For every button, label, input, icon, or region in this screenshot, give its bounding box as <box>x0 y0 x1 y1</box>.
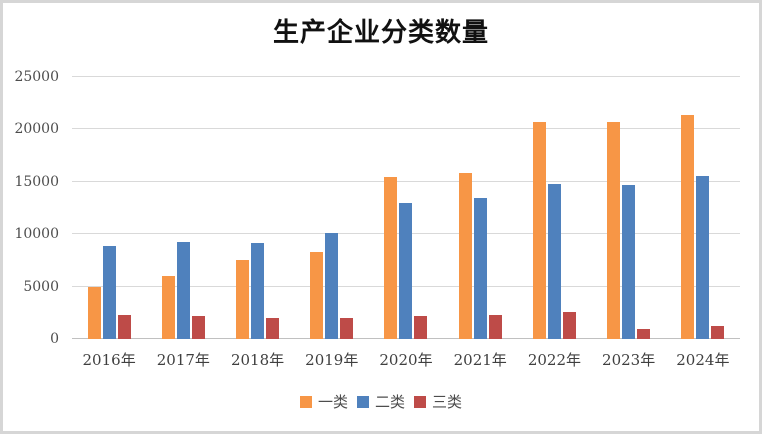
x-tick-label: 2016年 <box>82 351 136 369</box>
bar-一类-2023年 <box>607 122 621 339</box>
y-tick-label: 25000 <box>14 69 59 85</box>
y-tick-label: 15000 <box>14 173 59 190</box>
y-tick-label: 5000 <box>23 278 59 295</box>
bar-一类-2017年 <box>161 276 175 339</box>
x-tick-label: 2021年 <box>453 351 507 369</box>
chart-title: 生产企业分类数量 <box>272 18 489 48</box>
bar-二类-2021年 <box>473 197 487 339</box>
bar-一类-2016年 <box>87 286 101 339</box>
y-tick-label: 0 <box>50 331 59 347</box>
bar-三类-2021年 <box>488 314 502 339</box>
bar-二类-2022年 <box>547 183 561 339</box>
bar-三类-2016年 <box>117 314 131 339</box>
bar-一类-2024年 <box>681 114 695 339</box>
bar-一类-2018年 <box>236 260 250 339</box>
x-tick-label: 2023年 <box>602 351 656 369</box>
bar-group-2020年 <box>369 77 443 339</box>
bar-group-2024年 <box>666 77 740 339</box>
bar-三类-2020年 <box>414 315 428 339</box>
gridline <box>72 76 740 77</box>
legend-label: 三类 <box>432 393 463 411</box>
legend-swatch-icon <box>356 395 369 408</box>
plot-bars <box>72 77 740 339</box>
bar-二类-2017年 <box>176 241 190 339</box>
bar-二类-2024年 <box>696 175 710 339</box>
bar-一类-2022年 <box>532 122 546 339</box>
x-tick-label: 2018年 <box>230 351 285 369</box>
bar-三类-2019年 <box>340 318 354 339</box>
legend-label: 二类 <box>374 393 405 411</box>
bar-group-2018年 <box>220 77 294 339</box>
bar-三类-2017年 <box>191 315 205 339</box>
legend-item-二类: 二类 <box>356 391 405 412</box>
y-axis-labels: 0 5000 10000 15000 20000 25000 <box>3 70 63 346</box>
bar-二类-2023年 <box>622 184 636 339</box>
bar-一类-2021年 <box>458 173 472 339</box>
bar-group-2022年 <box>517 77 591 339</box>
bar-group-2023年 <box>592 77 666 339</box>
bar-一类-2019年 <box>310 252 324 339</box>
x-axis-labels: 2016年 2017年 2018年 2019年 2020年 2021年 2022年 2023年… <box>72 349 740 370</box>
legend: 一类 二类 三类 <box>3 391 759 412</box>
bar-group-2016年 <box>72 77 146 339</box>
bar-二类-2019年 <box>325 233 339 339</box>
x-tick-label: 2022年 <box>527 351 582 369</box>
bar-group-2017年 <box>146 77 220 339</box>
bar-三类-2024年 <box>711 326 725 339</box>
x-tick-label: 2024年 <box>676 351 730 369</box>
legend-label: 一类 <box>317 393 348 411</box>
legend-swatch-icon <box>299 395 312 408</box>
bar-三类-2022年 <box>562 311 576 339</box>
legend-item-一类: 一类 <box>299 391 348 412</box>
bar-三类-2018年 <box>266 318 280 339</box>
legend-swatch-icon <box>414 395 426 408</box>
x-tick-label: 2019年 <box>305 351 359 369</box>
y-tick-label: 20000 <box>14 121 59 138</box>
bar-一类-2020年 <box>384 176 398 339</box>
bar-三类-2023年 <box>637 328 651 339</box>
bar-group-2021年 <box>443 77 517 339</box>
plot-area <box>72 76 740 339</box>
bar-二类-2016年 <box>102 245 116 339</box>
bar-二类-2020年 <box>399 202 413 339</box>
y-tick-label: 10000 <box>14 226 59 243</box>
x-tick-label: 2017年 <box>156 351 210 369</box>
bar-二类-2018年 <box>251 242 265 339</box>
gridline <box>72 128 740 130</box>
gridline <box>72 180 740 182</box>
legend-item-三类: 三类 <box>414 391 462 412</box>
x-tick-label: 2020年 <box>379 351 433 369</box>
bar-group-2019年 <box>295 77 369 339</box>
